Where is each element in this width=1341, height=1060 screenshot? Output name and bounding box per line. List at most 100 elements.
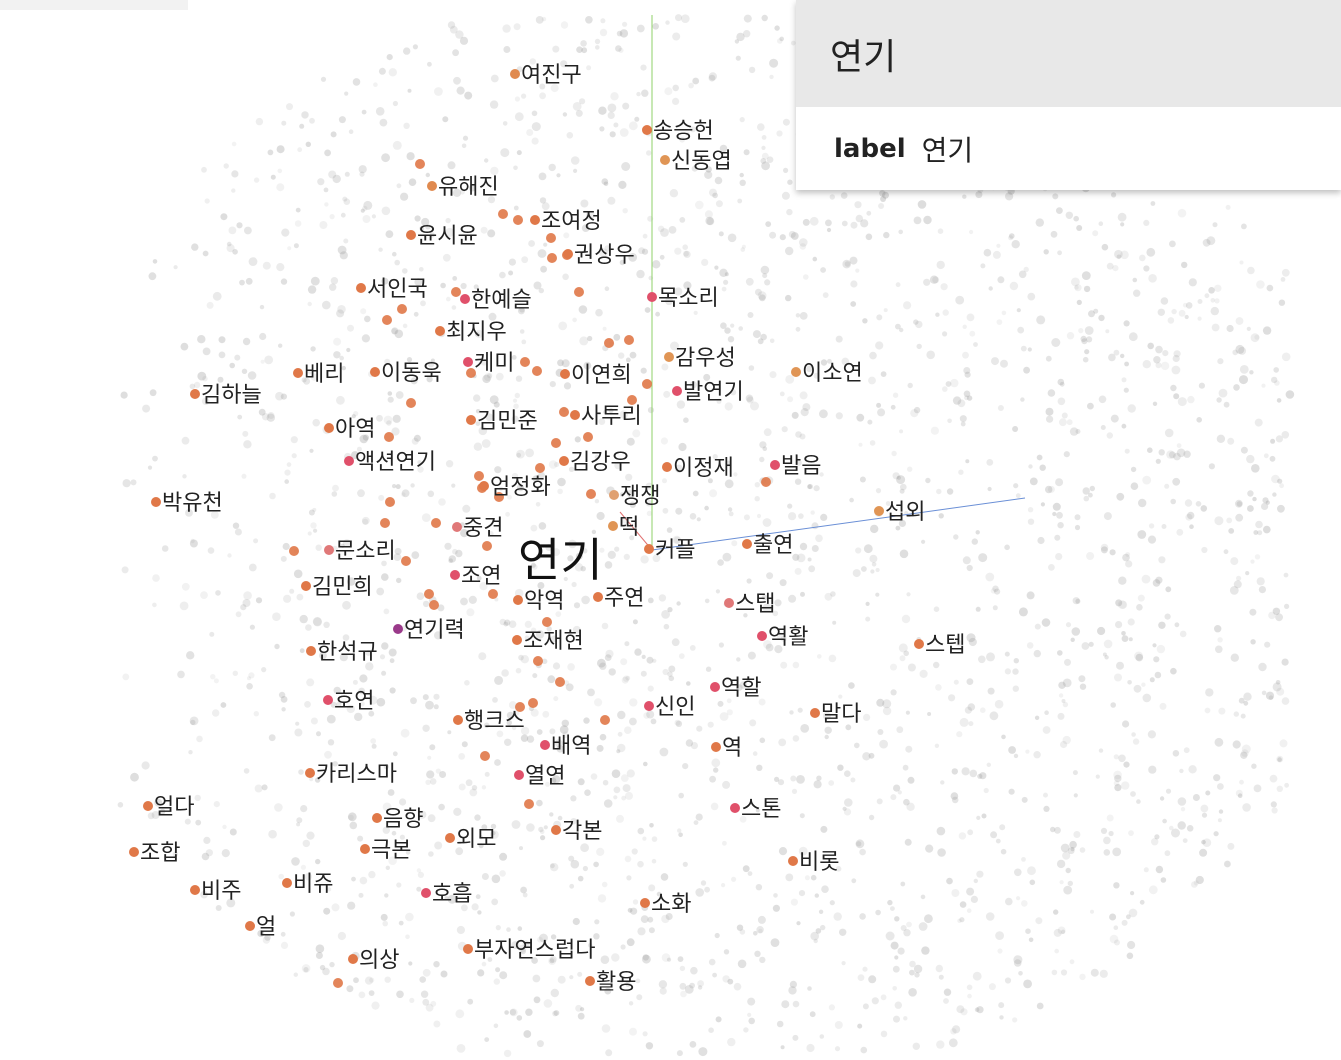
neighbor-point[interactable]	[574, 287, 584, 297]
neighbor-point[interactable]: 연기력	[393, 618, 465, 643]
neighbor-point[interactable]: 출연	[742, 533, 793, 558]
neighbor-point[interactable]: 윤시윤	[406, 224, 478, 249]
neighbor-dot[interactable]	[143, 801, 153, 811]
neighbor-point[interactable]	[289, 546, 299, 556]
neighbor-point[interactable]	[333, 978, 343, 988]
neighbor-dot[interactable]	[514, 770, 524, 780]
neighbor-dot[interactable]	[393, 624, 403, 634]
neighbor-dot[interactable]	[190, 389, 200, 399]
neighbor-dot[interactable]	[810, 708, 820, 718]
neighbor-dot[interactable]	[129, 847, 139, 857]
neighbor-dot[interactable]	[664, 352, 674, 362]
neighbor-point[interactable]: 이소연	[791, 361, 863, 386]
neighbor-point[interactable]: 커플	[644, 538, 695, 563]
neighbor-point[interactable]: 엄정화	[479, 475, 551, 500]
neighbor-point[interactable]: 박유천	[151, 491, 223, 516]
neighbor-point[interactable]: 이정재	[662, 456, 734, 481]
neighbor-point[interactable]: 액션연기	[344, 450, 436, 475]
neighbor-point[interactable]: 한예슬	[460, 288, 532, 313]
neighbor-dot[interactable]	[463, 944, 473, 954]
neighbor-dot[interactable]	[370, 367, 380, 377]
neighbor-point[interactable]: 열연	[514, 764, 565, 789]
neighbor-point[interactable]: 각본	[551, 819, 602, 844]
neighbor-point[interactable]: 활용	[585, 970, 636, 995]
neighbor-point[interactable]	[498, 209, 508, 219]
neighbor-point[interactable]	[532, 366, 542, 376]
neighbor-dot[interactable]	[324, 545, 334, 555]
neighbor-dot[interactable]	[151, 497, 161, 507]
neighbor-point[interactable]	[546, 233, 556, 243]
neighbor-point[interactable]	[559, 407, 569, 417]
neighbor-dot[interactable]	[348, 954, 358, 964]
neighbor-point[interactable]: 떡	[608, 515, 639, 540]
neighbor-dot[interactable]	[463, 357, 473, 367]
neighbor-point[interactable]: 김강우	[559, 450, 631, 475]
neighbor-dot[interactable]	[452, 522, 462, 532]
neighbor-point[interactable]: 얼다	[143, 795, 194, 820]
neighbor-point[interactable]	[583, 432, 593, 442]
neighbor-dot[interactable]	[421, 888, 431, 898]
neighbor-point[interactable]	[488, 589, 498, 599]
neighbor-point[interactable]	[604, 338, 614, 348]
neighbor-dot[interactable]	[450, 570, 460, 580]
neighbor-point[interactable]	[494, 492, 504, 502]
neighbor-dot[interactable]	[323, 695, 333, 705]
neighbor-dot[interactable]	[914, 639, 924, 649]
neighbor-point[interactable]	[513, 215, 523, 225]
neighbor-dot[interactable]	[609, 490, 619, 500]
neighbor-point[interactable]: 역	[711, 736, 742, 761]
neighbor-dot[interactable]	[757, 631, 767, 641]
neighbor-point[interactable]: 발연기	[672, 380, 744, 405]
neighbor-point[interactable]: 여진구	[510, 63, 582, 88]
neighbor-point[interactable]: 목소리	[647, 286, 719, 311]
neighbor-point[interactable]	[533, 656, 543, 666]
neighbor-point[interactable]: 최지우	[435, 320, 507, 345]
neighbor-point[interactable]: 김하늘	[190, 383, 262, 408]
neighbor-point[interactable]	[520, 357, 530, 367]
neighbor-point[interactable]: 서인국	[356, 277, 428, 302]
neighbor-point[interactable]: 스탭	[724, 592, 775, 617]
neighbor-dot[interactable]	[513, 595, 523, 605]
neighbor-point[interactable]: 배역	[540, 734, 591, 759]
neighbor-point[interactable]: 카리스마	[305, 762, 397, 787]
neighbor-dot[interactable]	[570, 410, 580, 420]
neighbor-point[interactable]	[380, 518, 390, 528]
neighbor-dot[interactable]	[644, 701, 654, 711]
neighbor-dot[interactable]	[770, 460, 780, 470]
neighbor-dot[interactable]	[344, 456, 354, 466]
neighbor-dot[interactable]	[372, 813, 382, 823]
neighbor-point[interactable]	[586, 489, 596, 499]
neighbor-dot[interactable]	[530, 215, 540, 225]
neighbor-point[interactable]: 중견	[452, 516, 503, 541]
neighbor-point[interactable]: 음향	[372, 807, 423, 832]
neighbor-point[interactable]: 아역	[324, 417, 375, 442]
neighbor-point[interactable]: 스톤	[730, 797, 781, 822]
neighbor-point[interactable]: 김민희	[301, 575, 373, 600]
neighbor-point[interactable]	[429, 600, 439, 610]
neighbor-dot[interactable]	[460, 294, 470, 304]
neighbor-point[interactable]: 조여정	[530, 209, 602, 234]
neighbor-point[interactable]	[761, 477, 771, 487]
neighbor-point[interactable]: 역활	[757, 625, 808, 650]
neighbor-point[interactable]	[415, 159, 425, 169]
neighbor-dot[interactable]	[324, 423, 334, 433]
neighbor-point[interactable]: 역할	[710, 676, 761, 701]
neighbor-point[interactable]	[480, 751, 490, 761]
neighbor-point[interactable]: 한석규	[306, 640, 378, 665]
neighbor-point[interactable]: 유해진	[427, 175, 499, 200]
neighbor-point[interactable]	[466, 368, 476, 378]
neighbor-point[interactable]	[385, 497, 395, 507]
neighbor-point[interactable]: 감우성	[664, 346, 736, 371]
neighbor-dot[interactable]	[640, 898, 650, 908]
neighbor-point[interactable]: 섭외	[874, 500, 925, 525]
neighbor-point[interactable]	[547, 253, 557, 263]
neighbor-point[interactable]: 신인	[644, 695, 695, 720]
neighbor-dot[interactable]	[466, 415, 476, 425]
neighbor-dot[interactable]	[874, 506, 884, 516]
neighbor-dot[interactable]	[510, 69, 520, 79]
neighbor-dot[interactable]	[647, 292, 657, 302]
neighbor-point[interactable]: 김민준	[466, 409, 538, 434]
neighbor-point[interactable]: 베리	[293, 362, 344, 387]
